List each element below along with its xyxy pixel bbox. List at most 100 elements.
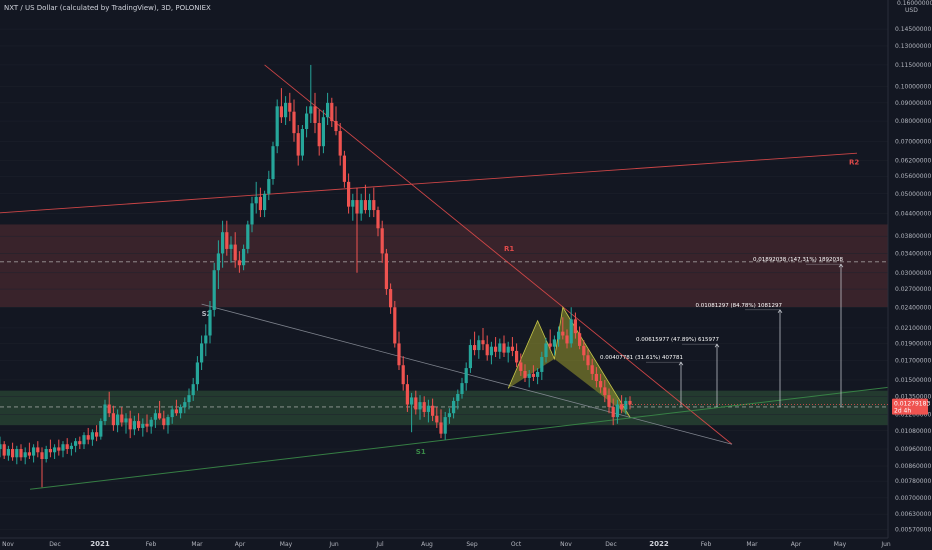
trendline-r1: [264, 64, 733, 445]
candle-body: [376, 210, 380, 229]
candle-body: [389, 289, 393, 308]
price-tick: 0.08000000: [895, 118, 931, 125]
candle-body: [263, 193, 267, 211]
candle-body: [78, 441, 82, 445]
candle-body: [418, 402, 422, 410]
candle-body: [557, 331, 561, 340]
candle: [191, 377, 195, 401]
candle-body: [615, 404, 619, 418]
candle: [267, 170, 271, 201]
candle: [498, 338, 502, 359]
target-label: 0.01081297 (84.78%) 1081297: [696, 303, 783, 309]
candle: [250, 196, 254, 233]
candle-body: [321, 117, 325, 147]
candle: [11, 442, 15, 461]
candle-body: [422, 402, 426, 412]
candle-body: [65, 444, 69, 450]
candle: [351, 193, 355, 221]
candle-body: [271, 146, 275, 180]
price-tick-top: 0.16000000: [897, 0, 932, 7]
candle-body: [464, 368, 468, 384]
candle-body: [48, 449, 52, 453]
targets-layer: 0.00407781 (31.61%) 407781 0.00615977 (47…: [600, 257, 843, 407]
candle-body: [594, 373, 598, 382]
candle-body: [368, 200, 372, 211]
candle-body: [221, 232, 225, 254]
candle: [620, 395, 624, 414]
candle-body: [498, 343, 502, 352]
candle-body: [326, 102, 330, 118]
candle: [90, 429, 94, 446]
candle: [393, 300, 397, 348]
time-tick: Jun: [880, 541, 891, 548]
price-tick: 0.05000000: [895, 191, 931, 198]
candle-body: [141, 423, 145, 428]
price-tick: 0.07000000: [895, 139, 931, 146]
price-tick: 0.00570000: [895, 527, 931, 534]
candle-body: [128, 418, 132, 430]
candle: [397, 331, 401, 370]
candle-body: [90, 432, 94, 440]
candle: [242, 244, 246, 271]
candle: [40, 447, 44, 488]
candle-body: [536, 371, 540, 377]
candle: [586, 349, 590, 370]
candle: [611, 398, 615, 426]
candle-body: [330, 102, 334, 122]
price-tick: 0.02700000: [895, 286, 931, 293]
candle-body: [225, 232, 229, 249]
candle: [284, 96, 288, 125]
time-axis: Nov Dec 2021 Feb Mar Apr May Jun Jul Aug Sep Oct Nov…: [0, 537, 891, 548]
price-tick: 0.02100000: [895, 325, 931, 332]
candle-body: [586, 355, 590, 366]
candle-body: [103, 404, 107, 422]
candle-body: [405, 384, 409, 405]
candle: [158, 400, 162, 420]
target-label: 0.01892038 (147.31%) 1892038: [753, 257, 843, 263]
candle: [540, 351, 544, 380]
time-tick: Dec: [49, 541, 61, 548]
candle: [317, 109, 321, 156]
candle-body: [603, 387, 607, 396]
candle-body: [32, 447, 36, 456]
candle-body: [15, 449, 19, 458]
candle: [599, 373, 603, 393]
candle: [435, 406, 439, 428]
time-tick: Apr: [791, 541, 802, 548]
level-label-s1: S1: [416, 448, 426, 456]
candle-body: [540, 357, 544, 372]
time-tick: Mar: [191, 541, 203, 548]
candle: [229, 236, 233, 263]
candle-body: [489, 346, 493, 356]
candle: [561, 317, 565, 340]
candle: [389, 283, 393, 314]
price-tick: 0.01500000: [895, 377, 931, 384]
time-tick: May: [834, 541, 847, 548]
candle-body: [565, 335, 569, 344]
candle-body: [36, 447, 40, 453]
candle: [292, 99, 296, 142]
candle: [149, 417, 153, 434]
candle: [271, 141, 275, 185]
candle: [552, 335, 556, 356]
candle: [19, 444, 23, 461]
candle: [225, 220, 229, 256]
candle-body: [342, 155, 346, 182]
price-tick: 0.04400000: [895, 211, 931, 218]
time-tick: Aug: [421, 541, 433, 548]
candle: [99, 418, 103, 440]
candle-body: [372, 200, 376, 211]
candle: [380, 220, 384, 263]
candle-body: [44, 449, 48, 459]
candle: [363, 184, 367, 214]
level-label-s2: S2: [202, 310, 212, 318]
price-tick: 0.01900000: [895, 340, 931, 347]
candle-body: [170, 409, 174, 418]
pattern-outline: [507, 306, 631, 418]
candle-body: [61, 444, 65, 451]
candle-body: [410, 397, 414, 405]
candle-body: [258, 196, 262, 211]
candle: [166, 414, 170, 434]
candle: [200, 335, 204, 370]
